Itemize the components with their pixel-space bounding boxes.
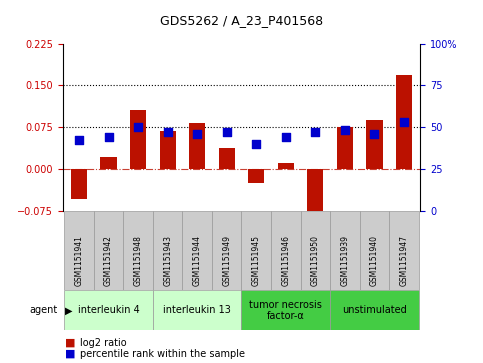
Bar [242,290,330,330]
Point [400,119,408,125]
Text: GSM1151942: GSM1151942 [104,236,113,286]
Text: ▶: ▶ [65,305,73,315]
Bar [153,290,242,330]
Point [193,131,201,136]
Text: GSM1151948: GSM1151948 [134,236,142,286]
Point [253,141,260,147]
Text: agent: agent [30,305,58,315]
Text: GSM1151949: GSM1151949 [222,236,231,286]
Bar [71,169,87,199]
Bar [64,211,94,290]
Text: GSM1151943: GSM1151943 [163,236,172,286]
Bar [389,211,419,290]
Bar [212,211,242,290]
Bar [396,75,412,169]
Text: interleukin 13: interleukin 13 [163,305,231,315]
Bar [219,148,235,169]
Text: percentile rank within the sample: percentile rank within the sample [80,349,245,359]
Text: ■: ■ [65,349,79,359]
Bar [278,163,294,169]
Text: interleukin 4: interleukin 4 [78,305,140,315]
Point [134,124,142,130]
Text: GSM1151946: GSM1151946 [281,236,290,286]
Text: GSM1151939: GSM1151939 [341,236,349,286]
Text: GSM1151945: GSM1151945 [252,236,261,286]
Text: GSM1151944: GSM1151944 [193,236,202,286]
Bar [189,123,205,169]
Text: unstimulated: unstimulated [342,305,407,315]
Bar [330,290,419,330]
Bar [94,211,123,290]
Bar [337,127,353,169]
Bar [130,110,146,169]
Point [223,129,230,135]
Text: log2 ratio: log2 ratio [80,338,127,348]
Point [164,129,171,135]
Point [370,131,378,136]
Bar [366,120,383,169]
Bar [123,211,153,290]
Point [341,127,349,133]
Point [312,129,319,135]
Bar [242,211,271,290]
Text: GSM1151947: GSM1151947 [399,236,409,286]
Point [75,138,83,143]
Bar [153,211,183,290]
Bar [248,169,264,183]
Text: GSM1151941: GSM1151941 [74,236,84,286]
Bar [300,211,330,290]
Text: GSM1151950: GSM1151950 [311,236,320,286]
Bar [330,211,360,290]
Text: ■: ■ [65,338,79,348]
Text: GDS5262 / A_23_P401568: GDS5262 / A_23_P401568 [160,15,323,28]
Text: GSM1151940: GSM1151940 [370,236,379,286]
Bar [100,156,117,169]
Bar [307,169,324,222]
Bar [64,290,153,330]
Bar [159,131,176,169]
Point [282,134,290,140]
Bar [360,211,389,290]
Bar [271,211,300,290]
Point [105,134,113,140]
Bar [183,211,212,290]
Text: tumor necrosis
factor-α: tumor necrosis factor-α [249,299,322,321]
